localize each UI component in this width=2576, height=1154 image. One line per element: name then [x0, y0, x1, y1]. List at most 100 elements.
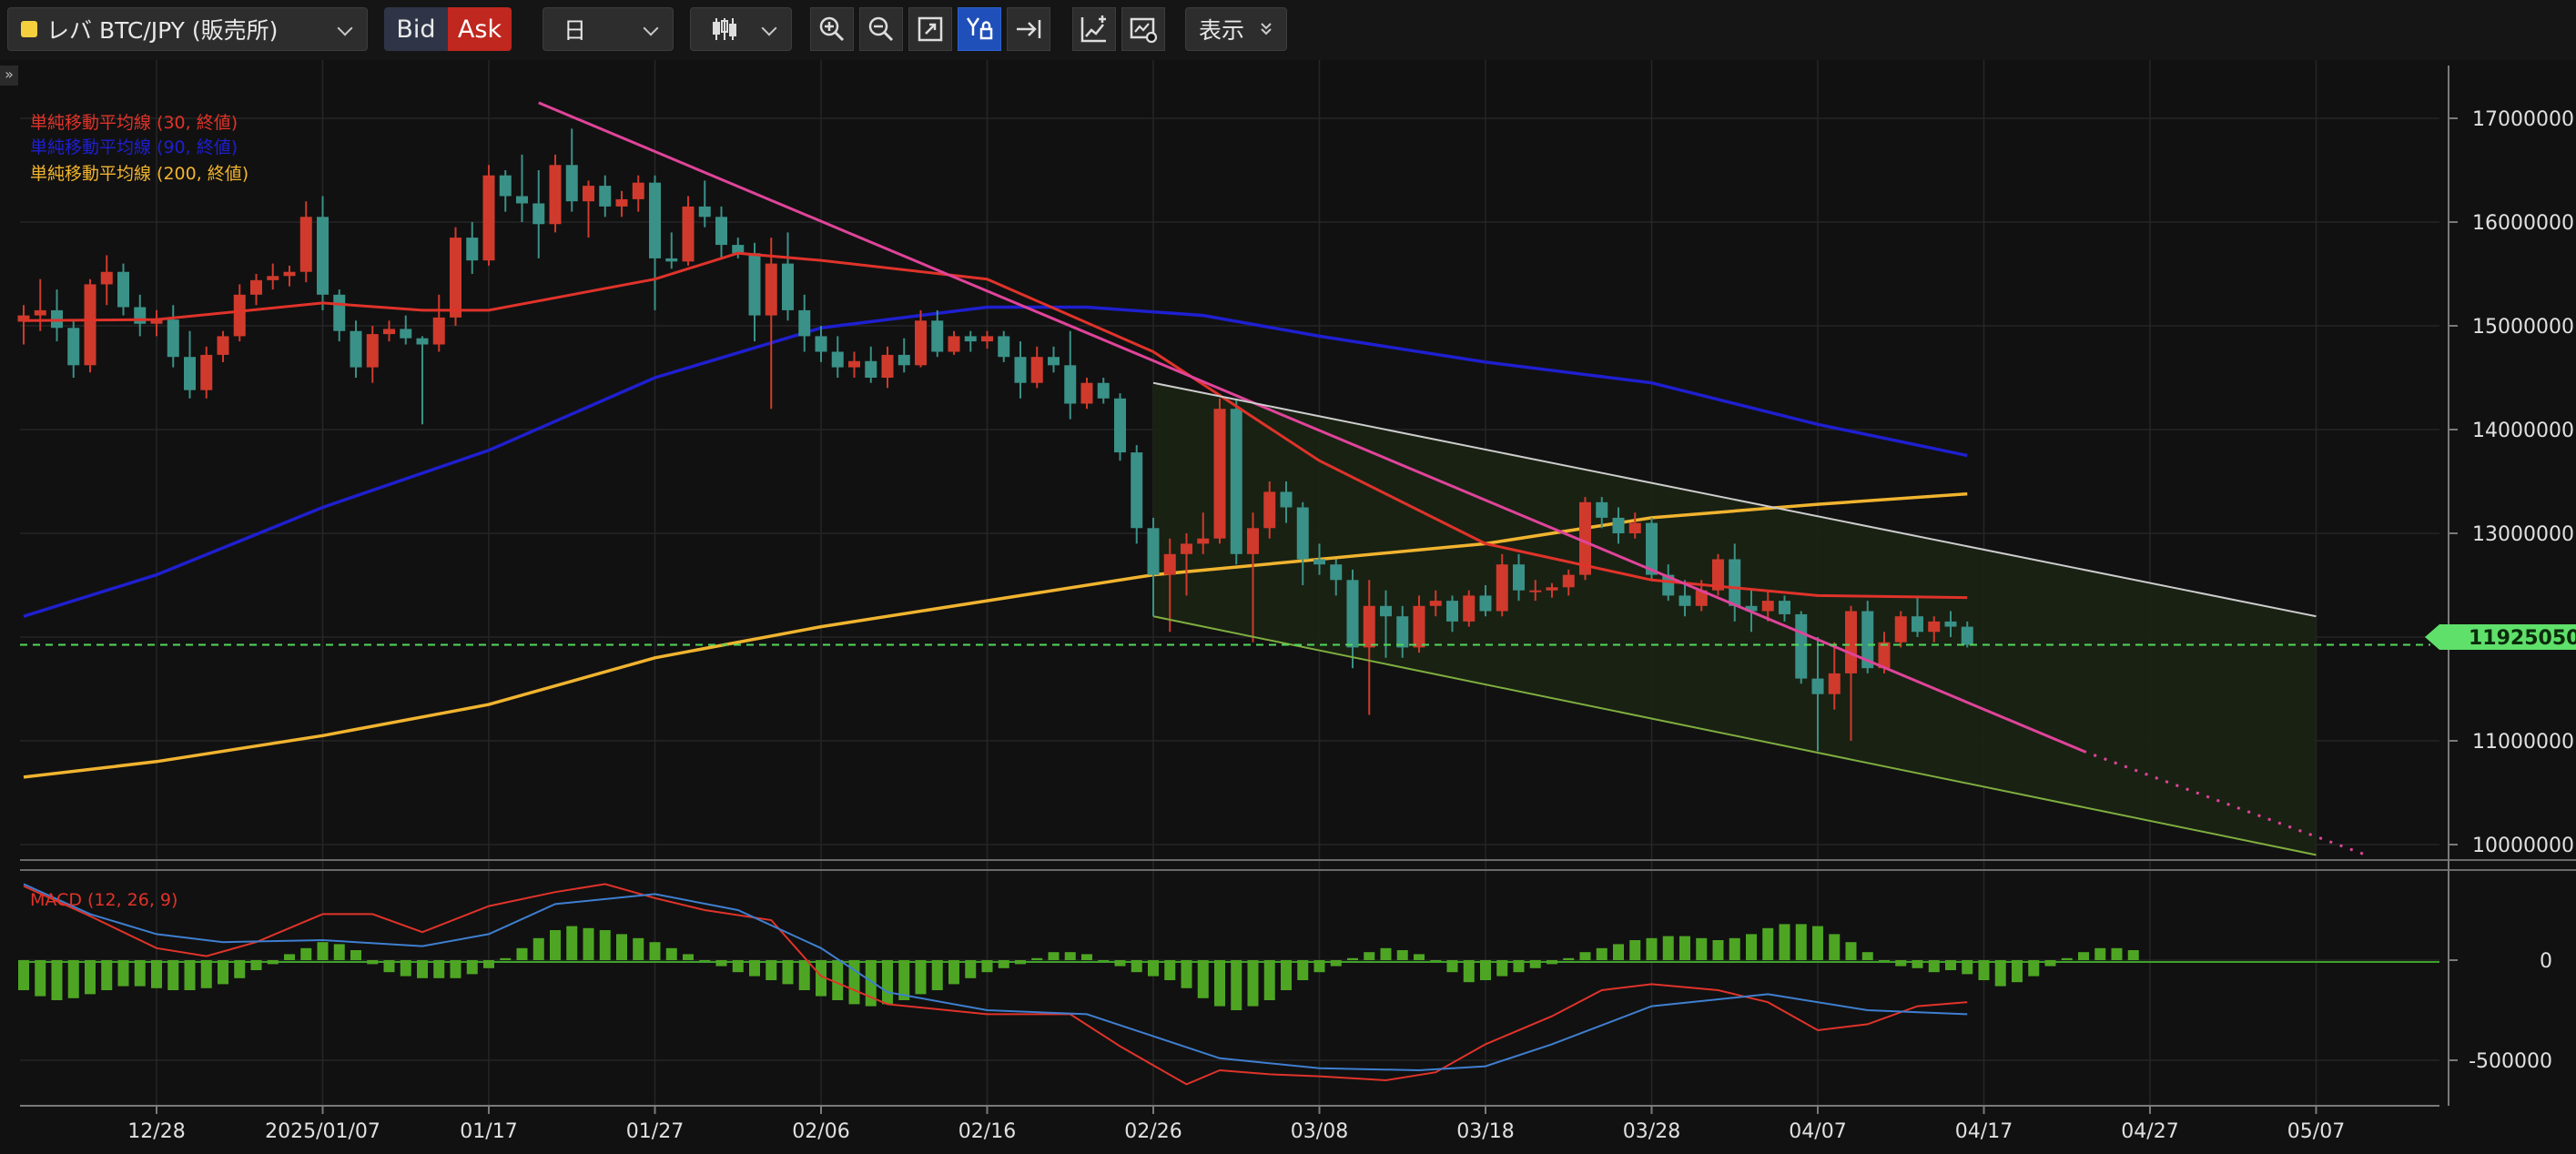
- candle-body: [200, 354, 213, 390]
- macd-histogram-bar: [1263, 960, 1275, 1000]
- macd-histogram-bar: [965, 960, 977, 978]
- candle: [1014, 341, 1027, 399]
- symbol-dropdown[interactable]: レバ BTC/JPY (販売所): [7, 7, 368, 51]
- candle: [1396, 605, 1409, 658]
- candle-body: [1064, 365, 1077, 404]
- macd-histogram-bar: [1496, 960, 1508, 977]
- candle: [1064, 330, 1077, 420]
- macd-histogram-bar: [1330, 960, 1342, 967]
- macd-histogram-bar: [566, 926, 578, 960]
- macd-histogram-bar: [1928, 960, 1940, 973]
- time-tick-label: 03/08: [1291, 1120, 1348, 1143]
- candle: [466, 222, 479, 274]
- channel-upper-line: [1152, 381, 2317, 618]
- candle: [848, 351, 860, 378]
- macd-histogram-bar: [1629, 940, 1641, 960]
- candle-body: [948, 336, 960, 352]
- macd-histogram-bar: [732, 960, 744, 973]
- macd-histogram-bar: [1231, 960, 1242, 1010]
- chart-area[interactable]: 17000000 16000000 15000000 14000000 13000000…: [0, 60, 2576, 1154]
- candle: [1513, 553, 1525, 602]
- macd-histogram-bar: [1978, 960, 1990, 980]
- descending-trendline: [538, 101, 2084, 753]
- macd-histogram-bar: [300, 947, 312, 960]
- current-price-tag: 11925050: [2425, 624, 2576, 650]
- macd-histogram-bar: [35, 960, 46, 997]
- candle-body: [299, 217, 312, 272]
- zoom-out-icon: [868, 16, 894, 42]
- scroll-to-latest-icon: [1017, 20, 1041, 38]
- bid-button[interactable]: Bid: [384, 7, 448, 51]
- auto-scale-button[interactable]: [958, 7, 1001, 51]
- candle: [317, 196, 329, 310]
- macd-histogram-bar: [1596, 947, 1607, 960]
- macd-histogram-bar: [1779, 924, 1790, 960]
- add-indicator-icon: [1080, 15, 1106, 43]
- candle-body: [815, 336, 827, 352]
- chart-settings-button[interactable]: [1121, 7, 1165, 51]
- macd-histogram-bar: [599, 930, 611, 960]
- candle-body: [1048, 357, 1060, 366]
- candle-body: [1280, 491, 1293, 508]
- candle: [67, 320, 80, 378]
- candle: [1828, 642, 1841, 710]
- macd-histogram-bar: [1795, 924, 1807, 960]
- macd-histogram-bar: [1197, 960, 1209, 998]
- candle-body: [1928, 621, 1941, 633]
- macd-histogram-bar: [981, 960, 993, 973]
- fit-screen-button[interactable]: [908, 7, 952, 51]
- candle: [333, 289, 346, 342]
- candle-body: [615, 198, 628, 207]
- macd-histogram-bar: [1861, 952, 1873, 960]
- scroll-to-latest-button[interactable]: [1007, 7, 1050, 51]
- candle: [267, 263, 279, 290]
- macd-histogram-bar: [1529, 960, 1541, 968]
- display-dropdown[interactable]: 表示: [1185, 7, 1287, 51]
- macd-histogram-bar: [649, 942, 661, 960]
- macd-histogram-bar: [400, 960, 411, 977]
- candle: [1230, 398, 1242, 565]
- candle: [250, 274, 262, 306]
- candle-body: [1596, 501, 1608, 518]
- panel-toggle-button[interactable]: »: [0, 66, 18, 86]
- candle: [748, 242, 761, 342]
- candles: [17, 128, 1973, 752]
- double-chevron-down-icon: [1261, 23, 1272, 35]
- candle: [1346, 569, 1359, 669]
- candle-body: [250, 279, 262, 295]
- macd-histogram-bar: [101, 960, 113, 990]
- macd-histogram-bar: [915, 960, 927, 995]
- legend-sma200: 単純移動平均線 (200, 終値): [30, 164, 248, 184]
- macd-histogram-bar: [1646, 937, 1658, 960]
- timeframe-dropdown[interactable]: 日: [543, 7, 674, 51]
- candle: [649, 175, 661, 310]
- candle-body: [34, 309, 46, 316]
- macd-histogram-bar: [1845, 942, 1857, 960]
- candle: [1811, 637, 1824, 752]
- candle-body: [383, 329, 395, 335]
- add-indicator-button[interactable]: [1072, 7, 1116, 51]
- display-label: 表示: [1199, 17, 1245, 44]
- candle-body: [1429, 601, 1442, 606]
- candle-body: [649, 182, 661, 258]
- ask-button[interactable]: Ask: [448, 7, 512, 51]
- zoom-out-button[interactable]: [859, 7, 903, 51]
- candle: [698, 180, 711, 228]
- time-tick-label: 05/07: [2287, 1120, 2345, 1143]
- macd-histogram-bar: [516, 947, 528, 960]
- candle: [233, 284, 246, 342]
- candle-body: [782, 263, 794, 310]
- macd-histogram-bar: [500, 957, 512, 960]
- candle: [549, 154, 562, 233]
- chart-type-dropdown[interactable]: [690, 7, 792, 51]
- candle: [134, 294, 147, 337]
- candle: [432, 294, 445, 352]
- sma30-line: [23, 251, 1968, 600]
- candle-body: [848, 360, 860, 368]
- zoom-in-button[interactable]: [810, 7, 854, 51]
- candle-body: [1795, 613, 1808, 679]
- candle-body: [466, 238, 479, 261]
- candle-body: [964, 336, 977, 342]
- candle-body: [1646, 522, 1658, 575]
- candle-body: [1828, 673, 1841, 694]
